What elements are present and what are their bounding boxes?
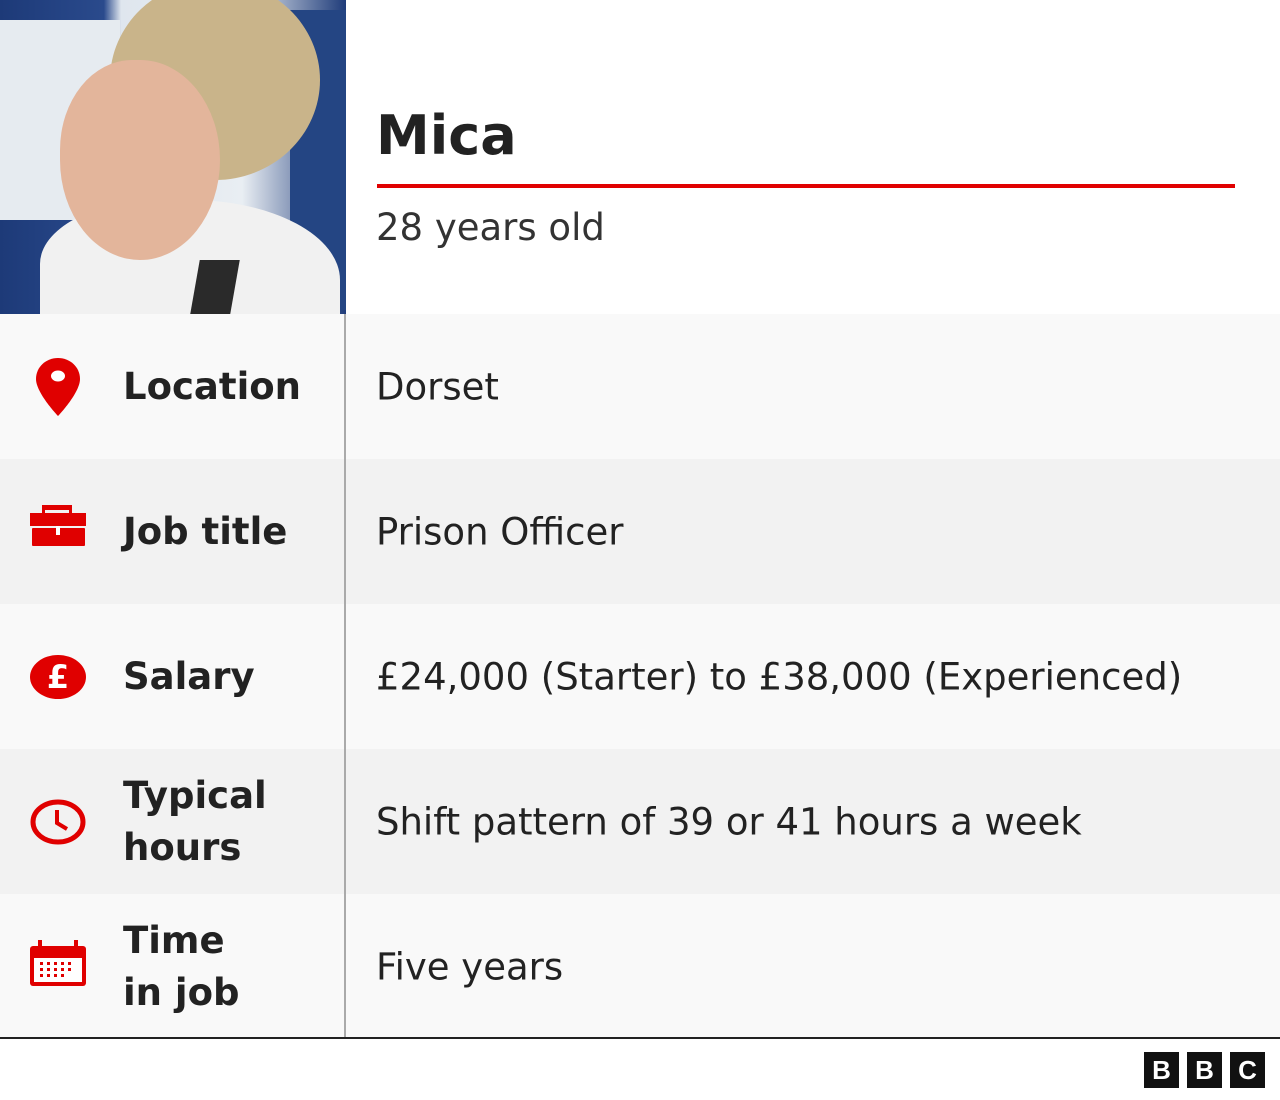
- bbc-logo: B B C: [1144, 1052, 1265, 1088]
- pound-coin-icon: £: [30, 654, 86, 699]
- info-row-job-title: Job title Prison Officer: [0, 459, 1280, 604]
- row-label: Salary: [123, 654, 255, 698]
- row-label: Typical hours: [123, 773, 267, 869]
- info-row-time-in-job: Time in job Five years: [0, 894, 1280, 1039]
- row-value: Shift pattern of 39 or 41 hours a week: [376, 800, 1082, 843]
- info-row-location: Location Dorset: [0, 314, 1280, 459]
- row-value: Dorset: [376, 365, 499, 408]
- clock-icon: [30, 799, 86, 844]
- profile-age: 28 years old: [376, 206, 605, 249]
- row-value: Prison Officer: [376, 510, 624, 553]
- bottom-rule: [0, 1037, 1280, 1039]
- profile-photo: [0, 0, 346, 314]
- row-label: Job title: [123, 509, 288, 553]
- svg-text:£: £: [47, 658, 69, 696]
- row-label: Location: [123, 364, 302, 408]
- profile-name: Mica: [376, 104, 517, 167]
- info-row-typical-hours: Typical hours Shift pattern of 39 or 41 h…: [0, 749, 1280, 894]
- row-label: Time in job: [123, 918, 240, 1014]
- column-divider: [344, 314, 346, 1038]
- location-pin-icon: [36, 357, 80, 416]
- row-value: Five years: [376, 945, 564, 988]
- info-row-salary: £ Salary £24,000 (Starter) to £38,000 (E…: [0, 604, 1280, 749]
- accent-rule: [377, 184, 1235, 188]
- row-value: £24,000 (Starter) to £38,000 (Experience…: [376, 655, 1183, 698]
- briefcase-icon: [30, 504, 86, 546]
- calendar-icon: [30, 939, 86, 986]
